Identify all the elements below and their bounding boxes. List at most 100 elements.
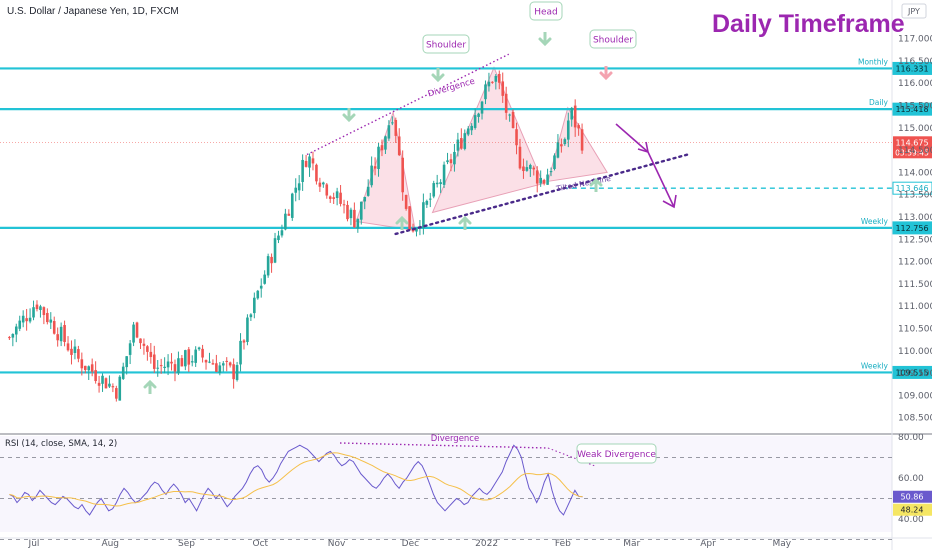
candle-body: [356, 218, 360, 229]
level-price-tag: [892, 221, 932, 235]
rsi-divergence-label: Divergence: [431, 434, 479, 444]
candle-body: [470, 125, 473, 131]
price-tick: 112.500: [898, 235, 932, 245]
candle-body: [435, 182, 439, 185]
candle-body: [449, 159, 453, 164]
candle-body: [194, 349, 197, 363]
weak-divergence-line: [547, 447, 596, 467]
level-price-tag: [892, 181, 932, 195]
candle-body: [128, 343, 132, 355]
candle-body: [549, 171, 553, 173]
arrowhead: [637, 141, 650, 154]
candle-body: [149, 351, 153, 358]
price-tick: 109.500: [898, 369, 932, 379]
candle-body: [25, 318, 28, 322]
time-tick: Sep: [178, 539, 195, 549]
time-tick: May: [773, 539, 792, 549]
rsi-pane: 80.00 60.00 40.00 Divergence Weak Divergence…: [0, 433, 932, 540]
candle-body: [442, 164, 446, 185]
candle-body: [190, 361, 194, 363]
pivot-up-arrow: [458, 215, 472, 230]
price-tick: 109.000: [898, 391, 932, 401]
candle-body: [14, 326, 18, 335]
candle-body: [215, 363, 218, 372]
rsi-label: RSI (14, close, SMA, 14, 2): [5, 439, 117, 449]
candle-body: [159, 365, 163, 367]
price-tick: 115.500: [898, 102, 932, 112]
rsi-ma-tag: [893, 503, 932, 516]
candle-body: [501, 81, 505, 96]
candle-body: [97, 382, 101, 386]
candle-body: [235, 365, 239, 380]
candle-body: [539, 177, 542, 184]
candle-body: [484, 84, 487, 100]
candle-body: [522, 166, 525, 172]
candle-body: [349, 209, 353, 219]
time-tick: Aug: [101, 539, 119, 549]
candle-body: [152, 354, 156, 369]
support-resistance-levels: Monthly 116.331 Daily 115.418 113.646 Weekly 1…: [0, 57, 932, 379]
current-price-label: 114.675: [895, 138, 928, 147]
time-tick: Dec: [402, 539, 419, 549]
candle-body: [180, 358, 184, 367]
candle-body: [504, 93, 508, 113]
candle-body: [332, 197, 335, 199]
candle-body: [66, 343, 70, 351]
rsi-tick: 60.00: [898, 474, 924, 484]
candle-body: [353, 209, 356, 228]
candle-body: [77, 349, 80, 359]
candle-body: [297, 183, 301, 191]
level-price-label: 113.646: [895, 184, 928, 193]
candle-body: [115, 388, 118, 399]
candle-body: [228, 362, 232, 366]
candle-body: [487, 81, 491, 87]
level-price-label: 109.515: [895, 368, 928, 377]
candle-body: [259, 285, 263, 289]
candle-body: [466, 128, 470, 135]
candle-body: [121, 366, 125, 379]
price-tick: 117.000: [898, 35, 932, 45]
candle-countdown: 03:59:45: [895, 148, 929, 157]
callout-box: [589, 29, 637, 49]
candle-body: [32, 307, 35, 318]
level-price-label: 116.331: [895, 64, 928, 73]
candle-body: [56, 334, 59, 341]
candle-body: [301, 159, 304, 182]
rsi-ma-line: [9, 452, 583, 507]
time-tick: Apr: [700, 539, 716, 549]
callout-box: [529, 1, 563, 21]
currency-label: JPY: [907, 7, 920, 16]
candle-body: [515, 129, 518, 146]
candle-body: [377, 146, 380, 169]
rsi-tick: 40.00: [898, 515, 924, 525]
time-axis: Jul Aug Sep Oct Nov Dec 2022 Feb Mar Apr May: [28, 539, 792, 549]
candle-body: [242, 340, 246, 343]
candle-body: [325, 184, 329, 196]
candle-body: [253, 297, 256, 314]
candle-body: [142, 343, 146, 346]
candle-body: [132, 324, 135, 343]
candle-body: [477, 113, 480, 117]
candle-body: [52, 321, 56, 334]
pivot-down-arrow: [431, 68, 445, 83]
candle-body: [18, 320, 22, 329]
candle-body: [311, 158, 315, 164]
candle-body: [8, 337, 11, 339]
candle-body: [108, 383, 111, 387]
candle-body: [525, 167, 529, 171]
currency-badge[interactable]: [901, 3, 927, 19]
candle-body: [273, 238, 277, 263]
candle-body: [28, 317, 32, 322]
candle-body: [560, 144, 563, 147]
candle-body: [139, 338, 142, 344]
candle-body: [411, 229, 415, 232]
candle-body: [480, 101, 484, 114]
candle-body: [446, 160, 449, 163]
candle-body: [263, 274, 266, 284]
price-tick: 111.500: [898, 280, 932, 290]
candle-body: [532, 167, 536, 170]
candle-body: [497, 73, 501, 83]
price-tick: 110.500: [898, 325, 932, 335]
candle-body: [346, 204, 349, 220]
